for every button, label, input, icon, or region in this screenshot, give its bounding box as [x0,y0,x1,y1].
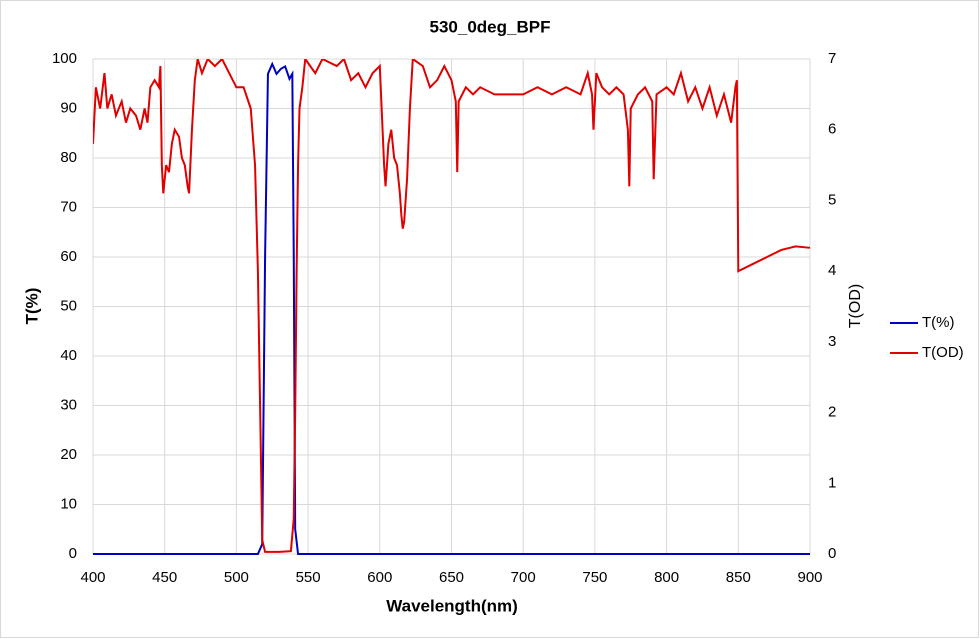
y2-tick-label: 7 [828,50,836,67]
y-tick-label: 100 [52,50,77,67]
x-tick-label: 700 [511,569,536,586]
y-axis-label: T(%) [22,288,41,325]
y-tick-label: 40 [60,347,77,364]
y-tick-label: 10 [60,495,77,512]
y2-tick-label: 3 [828,333,836,350]
x-axis-label: Wavelength(nm) [386,596,518,615]
data-line [93,59,811,553]
y-tick-label: 80 [60,149,77,166]
legend-label: T(%) [922,314,955,331]
x-tick-label: 450 [152,569,177,586]
x-tick-label: 400 [80,569,105,586]
legend-label: T(OD) [922,344,964,361]
x-tick-label: 900 [797,569,822,586]
y2-tick-label: 0 [828,545,836,562]
x-tick-label: 650 [439,569,464,586]
y-tick-label: 0 [69,545,77,562]
y-tick-label: 90 [60,99,77,116]
y-tick-label: 20 [60,446,77,463]
y2-tick-label: 1 [828,474,836,491]
y-tick-label: 30 [60,396,77,413]
chart-title: 530_0deg_BPF [430,17,551,36]
x-tick-label: 600 [367,569,392,586]
y2-tick-label: 2 [828,404,836,421]
y-tick-label: 70 [60,198,77,215]
y2-axis-label: T(OD) [847,284,864,328]
x-tick-label: 500 [224,569,249,586]
x-tick-label: 750 [582,569,607,586]
y2-tick-label: 4 [828,262,836,279]
x-tick-label: 800 [654,569,679,586]
y-tick-label: 60 [60,248,77,265]
y2-tick-label: 5 [828,191,836,208]
y-tick-label: 50 [60,297,77,314]
x-tick-label: 850 [726,569,751,586]
x-tick-label: 550 [296,569,321,586]
y2-tick-label: 6 [828,121,836,138]
